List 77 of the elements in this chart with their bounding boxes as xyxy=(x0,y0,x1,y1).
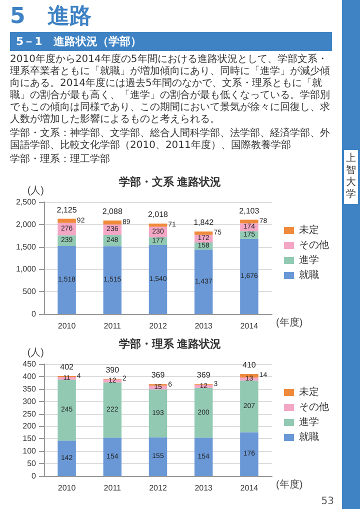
y-axis-title: (人) xyxy=(27,186,44,196)
bar xyxy=(58,246,76,314)
y-tick-label: 350 xyxy=(22,384,37,394)
chart-title: 学部・文系 進路状況 xyxy=(118,176,222,188)
chart-title: 学部・理系 進路状況 xyxy=(118,338,222,350)
y-tick-label: 400 xyxy=(22,372,37,381)
text: 5 進路 xyxy=(10,4,92,30)
total-label: 2,125 xyxy=(56,205,78,214)
y-tick-label: 500 xyxy=(22,287,37,296)
y-tick-label: 200 xyxy=(22,422,37,431)
text: 学部・理系：理工学部 xyxy=(10,154,111,166)
total-label: 1,842 xyxy=(194,218,214,227)
total-label: 390 xyxy=(106,365,120,374)
y-tick-label: 2,500 xyxy=(16,198,37,206)
y-tick-label: 2,000 xyxy=(16,220,37,229)
legend-label: 未定 xyxy=(299,224,319,236)
bar xyxy=(240,220,258,224)
legend-label: 進学 xyxy=(299,416,319,428)
bar xyxy=(194,231,213,235)
x-tick-label: 2014 xyxy=(240,484,259,492)
bar xyxy=(148,224,168,227)
bar xyxy=(103,382,122,438)
y-tick-label: 100 xyxy=(22,446,37,456)
total-label: 410 xyxy=(242,360,256,370)
y-tick-label: 250 xyxy=(22,409,37,418)
x-axis-title: (年度) xyxy=(276,478,303,490)
legend-label: その他 xyxy=(299,401,329,413)
text: 学部・文系：神学部、文学部、総合人間科学部、法学部、経済学部、外国語学部、比較文化学部（2010、2011年度）、国際教養学部 xyxy=(10,128,331,152)
bar xyxy=(58,440,76,476)
legend-label: 就職 xyxy=(299,269,319,281)
y-tick-label: 0 xyxy=(32,472,37,480)
y-axis-title: (人) xyxy=(27,348,44,358)
bar xyxy=(240,238,258,314)
x-tick-label: 2013 xyxy=(194,322,214,330)
x-tick-label: 2012 xyxy=(149,322,168,330)
bar xyxy=(194,438,213,476)
text: 53 xyxy=(321,496,334,507)
legend-label: その他 xyxy=(299,239,329,251)
x-tick-label: 2010 xyxy=(58,484,76,492)
bar xyxy=(103,438,122,476)
y-tick-label: 1,000 xyxy=(16,264,37,274)
legend-label: 未定 xyxy=(299,386,319,398)
y-tick-label: 50 xyxy=(27,459,37,468)
bar xyxy=(148,245,168,314)
total-label: 369 xyxy=(151,370,166,380)
bar xyxy=(194,388,213,438)
bar xyxy=(58,380,76,441)
text: 上智大学 xyxy=(344,150,358,204)
y-tick-label: 150 xyxy=(22,434,37,444)
total-label: 2,088 xyxy=(102,206,123,216)
bar xyxy=(58,218,76,223)
y-tick-label: 1,500 xyxy=(16,242,37,252)
bar xyxy=(148,437,168,476)
bar xyxy=(240,380,258,432)
total-label: 2,018 xyxy=(148,210,169,220)
y-tick-label: 300 xyxy=(22,396,37,406)
text: 5－1 進路状況（学部） xyxy=(10,32,332,51)
bar xyxy=(103,246,122,314)
y-tick-label: 450 xyxy=(22,360,37,368)
bar xyxy=(240,432,258,476)
total-label: 2,103 xyxy=(239,206,260,216)
bar xyxy=(103,220,122,224)
x-axis-title: (年度) xyxy=(276,316,303,328)
x-tick-label: 2011 xyxy=(104,484,122,492)
total-label: 369 xyxy=(196,370,211,380)
x-tick-label: 2012 xyxy=(149,484,168,492)
text: 2010年度から2014年度の5年間における進路状況として、学部文系・理系卒業者ともに「就職」が増加傾向にあり、同時に「進学」が減少傾向にある。2014年度には過去5年間のなかで、文系・理系ともに「就職」の割合が最も高く、「進学」の割合が最も低くなっている。学部別でもこの傾向は同様であり、この期間において景気が徐々に回復し、求人数が増加した影響によるものと考えられる。 xyxy=(10,54,331,126)
x-tick-label: 2011 xyxy=(104,322,122,330)
bar xyxy=(148,389,168,438)
y-tick-label: 0 xyxy=(32,310,37,318)
x-tick-label: 2010 xyxy=(58,322,76,330)
bar xyxy=(194,250,213,314)
legend-label: 進学 xyxy=(299,254,319,266)
total-label: 402 xyxy=(60,362,74,372)
legend-label: 就職 xyxy=(299,431,319,443)
x-tick-label: 2014 xyxy=(240,322,259,330)
x-tick-label: 2013 xyxy=(194,484,214,492)
